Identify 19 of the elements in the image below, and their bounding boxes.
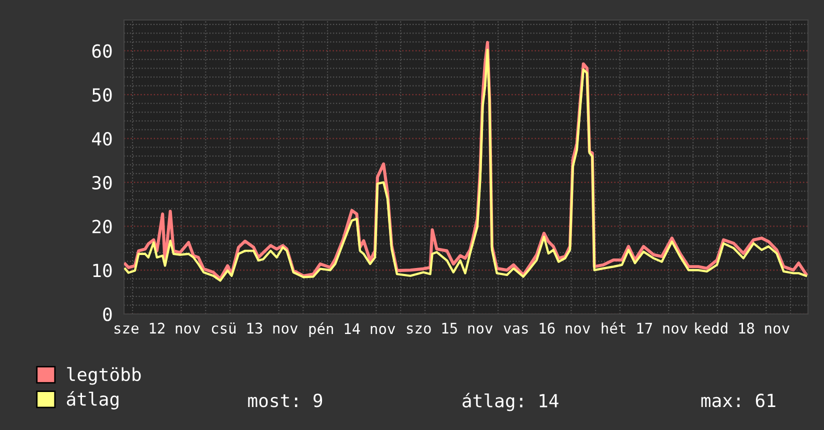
x-tick-label: kedd 18 nov: [695, 322, 790, 334]
x-tick-label: csü 13 nov: [212, 322, 298, 334]
y-tick-label: 30: [92, 176, 112, 190]
x-tick-label: sze 12 nov: [114, 322, 200, 334]
y-tick-label: 0: [103, 308, 112, 322]
y-tick-label: 50: [92, 88, 112, 102]
x-tick-label: hét 17 nov: [602, 322, 688, 334]
legend-label: legtöbb: [67, 367, 141, 385]
text: átlag: 14: [462, 392, 558, 412]
x-tick-label: pén 14 nov: [309, 322, 396, 338]
y-tick-label: 40: [92, 132, 112, 146]
text: max: 61: [701, 394, 776, 408]
text: most: 9: [248, 394, 322, 408]
y-tick-label: 60: [92, 44, 112, 58]
x-tick-label: szo 15 nov: [406, 322, 493, 334]
x-tick-label: vas 16 nov: [504, 322, 590, 334]
y-tick-label: 10: [93, 264, 112, 278]
legend-label: átlag: [66, 391, 118, 410]
y-tick-label: 20: [92, 220, 112, 234]
